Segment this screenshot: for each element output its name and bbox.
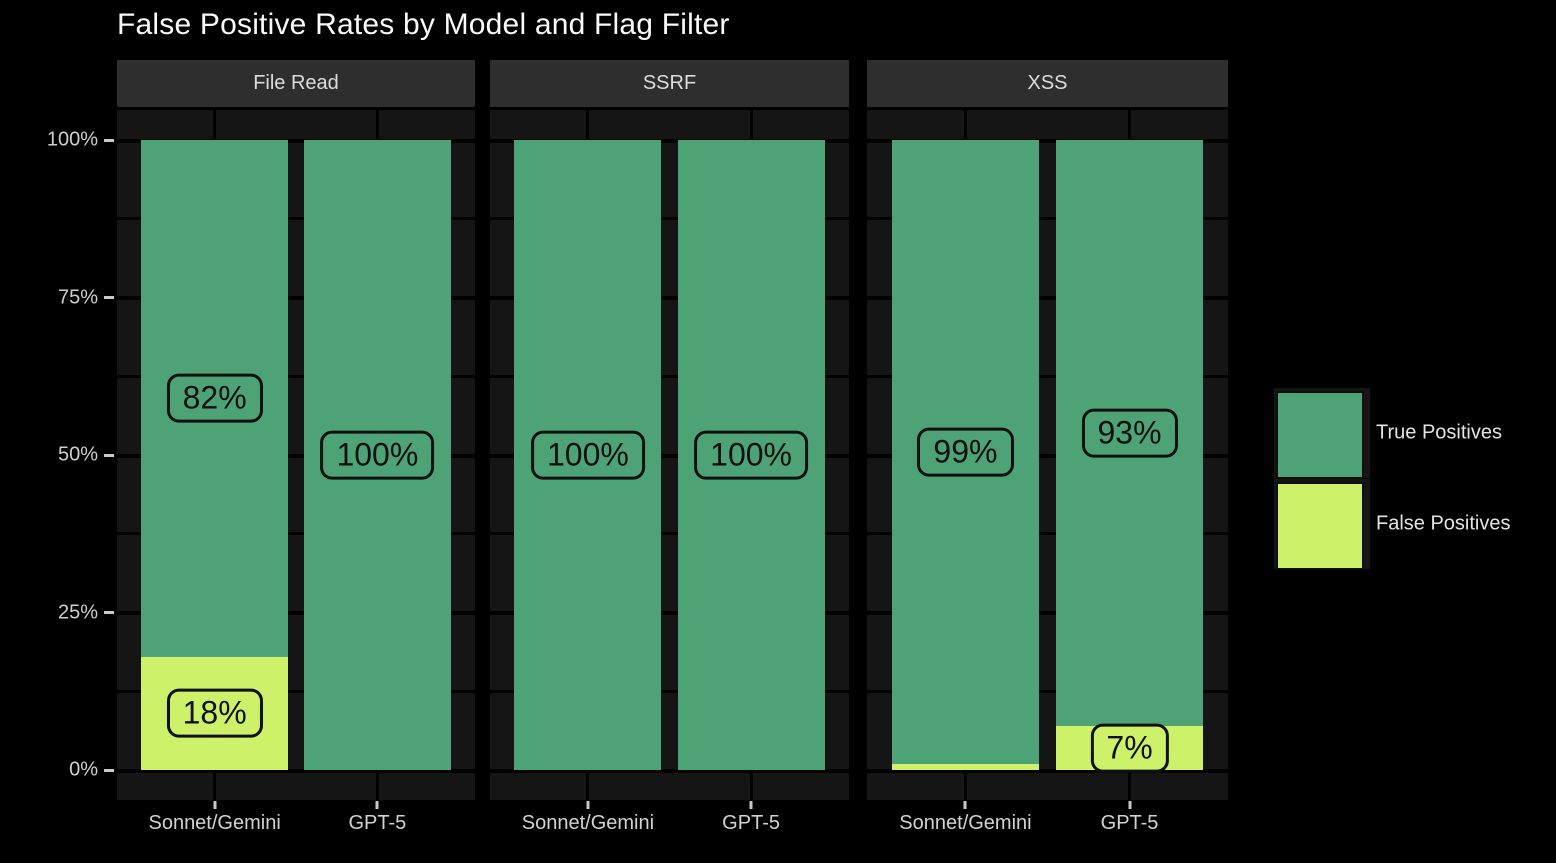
y-axis-tick bbox=[104, 768, 114, 772]
minor-gridline bbox=[490, 689, 849, 693]
legend-label: True Positives bbox=[1376, 421, 1502, 444]
facet-panel: 99% 93% 7% bbox=[867, 110, 1228, 800]
true-positives-value-label: 99% bbox=[917, 427, 1014, 477]
minor-gridline bbox=[117, 532, 475, 536]
major-gridline bbox=[490, 611, 849, 615]
y-axis-tick bbox=[104, 453, 114, 457]
x-axis-tick bbox=[1128, 801, 1132, 809]
minor-gridline bbox=[490, 374, 849, 378]
x-axis-tick bbox=[749, 801, 753, 809]
minor-gridline bbox=[867, 689, 1228, 693]
false-positives-bar-segment bbox=[891, 763, 1040, 770]
legend-key bbox=[1274, 388, 1370, 479]
major-gridline bbox=[117, 138, 475, 143]
true-positives-value-label: 82% bbox=[166, 373, 263, 423]
major-gridline bbox=[490, 768, 849, 773]
facet-panel: 82% 18% 100% bbox=[117, 110, 475, 800]
false-positives-value-label: 18% bbox=[166, 688, 263, 738]
minor-gridline bbox=[117, 374, 475, 378]
y-axis-tick bbox=[104, 296, 114, 299]
y-axis-label: 50% bbox=[57, 443, 98, 466]
y-axis-label: 25% bbox=[57, 601, 98, 623]
y-axis-label: 75% bbox=[57, 286, 98, 308]
major-gridline bbox=[490, 138, 849, 143]
chart-title: False Positive Rates by Model and Flag F… bbox=[117, 8, 730, 41]
major-gridline bbox=[490, 296, 849, 300]
false-positives-value-label: 7% bbox=[1090, 723, 1169, 773]
facet-strip: XSS bbox=[867, 60, 1228, 107]
facet-panel: 100% 100% bbox=[490, 110, 849, 800]
major-gridline bbox=[117, 768, 475, 773]
legend-label: False Positives bbox=[1376, 512, 1511, 535]
major-gridline bbox=[867, 138, 1228, 143]
minor-gridline bbox=[117, 689, 475, 693]
legend-key bbox=[1274, 479, 1370, 570]
major-gridline bbox=[117, 296, 475, 300]
x-axis-tick bbox=[375, 801, 379, 809]
y-axis-tick bbox=[104, 138, 114, 142]
minor-gridline bbox=[867, 374, 1228, 378]
minor-gridline bbox=[117, 217, 475, 221]
facet-strip: File Read bbox=[117, 60, 475, 107]
x-axis-label: GPT-5 bbox=[348, 812, 407, 834]
major-gridline bbox=[490, 453, 849, 458]
false-positives-swatch bbox=[1276, 482, 1364, 570]
true-positives-swatch bbox=[1276, 391, 1364, 479]
y-axis-label: 100% bbox=[46, 128, 98, 151]
x-axis-label: Sonnet/Gemini bbox=[899, 812, 1032, 834]
major-gridline bbox=[117, 611, 475, 615]
x-axis-tick bbox=[213, 801, 217, 809]
facet-strip-label: XSS bbox=[1027, 72, 1068, 94]
y-axis-label: 0% bbox=[69, 758, 98, 781]
minor-gridline bbox=[867, 217, 1228, 221]
x-axis-label: GPT-5 bbox=[1100, 812, 1159, 834]
x-axis-label: Sonnet/Gemini bbox=[148, 812, 281, 834]
major-gridline bbox=[867, 453, 1228, 458]
minor-gridline bbox=[490, 217, 849, 221]
true-positives-value-label: 100% bbox=[530, 430, 645, 480]
x-axis-label: Sonnet/Gemini bbox=[521, 812, 655, 834]
facet-strip: SSRF bbox=[490, 60, 849, 107]
major-gridline bbox=[117, 453, 475, 458]
true-positives-value-label: 100% bbox=[694, 430, 808, 480]
x-axis-label: GPT-5 bbox=[722, 812, 780, 834]
true-positives-value-label: 100% bbox=[320, 430, 435, 480]
y-axis-tick bbox=[104, 611, 114, 614]
major-gridline bbox=[867, 611, 1228, 615]
major-gridline bbox=[867, 768, 1228, 773]
x-axis-tick bbox=[586, 801, 590, 809]
true-positives-value-label: 93% bbox=[1081, 408, 1178, 458]
x-axis-tick bbox=[963, 801, 967, 809]
facet-strip-label: SSRF bbox=[642, 72, 697, 94]
major-gridline bbox=[867, 296, 1228, 300]
minor-gridline bbox=[867, 532, 1228, 536]
minor-gridline bbox=[490, 532, 849, 536]
facet-strip-label: File Read bbox=[253, 72, 339, 94]
